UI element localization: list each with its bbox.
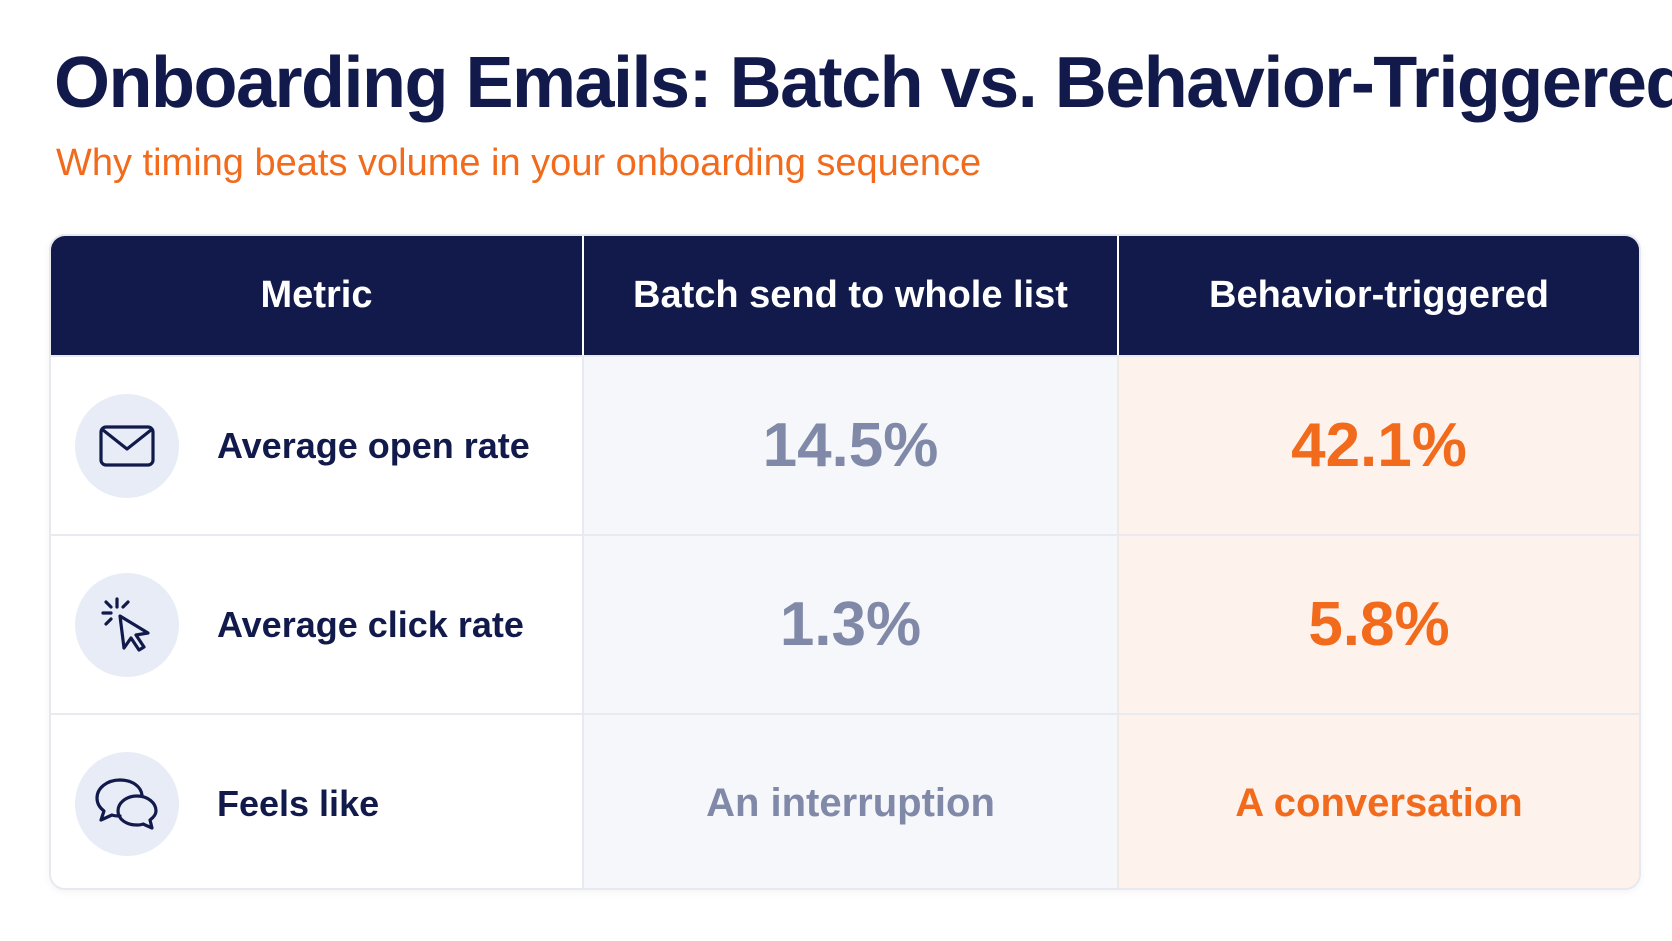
table-header: Metric Batch send to whole list Behavior… (51, 236, 1639, 355)
batch-feels-like-value: An interruption (706, 781, 995, 825)
envelope-icon (75, 393, 179, 498)
metric-label: Average click rate (217, 603, 524, 645)
column-header-batch: Batch send to whole list (584, 236, 1119, 355)
metric-label: Feels like (217, 782, 380, 824)
cursor-click-icon (75, 572, 179, 677)
page-title: Onboarding Emails: Batch vs. Behavior-Tr… (54, 43, 1672, 123)
table-row-feels-like: Feels like An interruption A conversatio… (51, 713, 1639, 888)
batch-open-rate-value: 14.5% (762, 411, 939, 480)
triggered-value-cell: 42.1% (1119, 357, 1639, 534)
triggered-feels-like-value: A conversation (1235, 781, 1523, 825)
triggered-value-cell: A conversation (1119, 715, 1639, 888)
table-row-click-rate: Average click rate 1.3% 5.8% (51, 534, 1639, 713)
batch-value-cell: 14.5% (584, 357, 1119, 534)
metric-cell: Average open rate (51, 357, 584, 534)
triggered-value-cell: 5.8% (1119, 536, 1639, 713)
batch-value-cell: 1.3% (584, 536, 1119, 713)
batch-click-rate-value: 1.3% (779, 590, 922, 659)
batch-value-cell: An interruption (584, 715, 1119, 888)
metric-cell: Feels like (51, 715, 584, 888)
metric-cell: Average click rate (51, 536, 584, 713)
column-header-metric: Metric (51, 236, 584, 355)
triggered-open-rate-value: 42.1% (1291, 411, 1467, 480)
metric-label: Average open rate (217, 424, 530, 466)
table-row-open-rate: Average open rate 14.5% 42.1% (51, 355, 1639, 534)
column-header-triggered: Behavior-triggered (1209, 274, 1549, 316)
page-subtitle: Why timing beats volume in your onboardi… (56, 142, 982, 184)
comparison-table: Metric Batch send to whole list Behavior… (49, 234, 1641, 890)
chat-bubbles-icon (75, 751, 179, 856)
triggered-click-rate-value: 5.8% (1308, 590, 1450, 659)
